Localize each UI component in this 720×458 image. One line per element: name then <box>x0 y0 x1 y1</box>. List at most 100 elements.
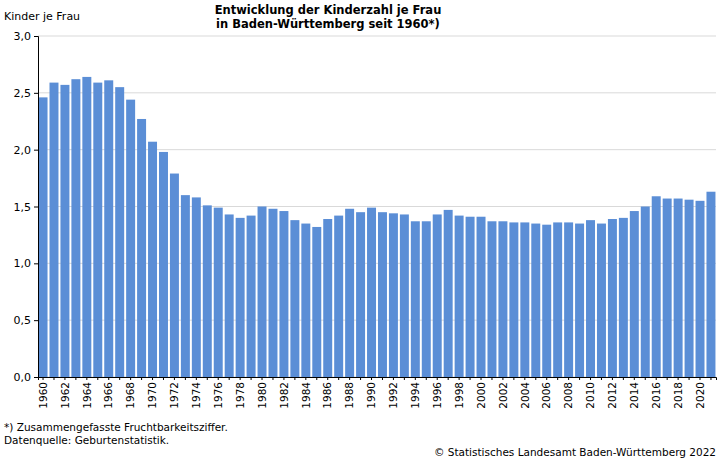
x-tick <box>294 377 295 380</box>
x-tick-label: 2002 <box>497 382 509 409</box>
bar <box>345 209 354 377</box>
x-tick-label: 2006 <box>540 382 552 409</box>
y-tick-label: 2,0 <box>14 144 32 157</box>
x-tick-label: 2008 <box>562 382 574 409</box>
x-tick <box>491 377 492 380</box>
y-tick: 1,5 <box>14 201 39 214</box>
x-tick-label: 1980 <box>256 382 268 409</box>
x-tick <box>623 377 624 380</box>
bars <box>39 77 716 377</box>
x-tick-mark <box>502 377 503 380</box>
x-tick-label: 2000 <box>475 382 487 409</box>
x-tick <box>207 377 208 380</box>
bar <box>696 201 705 377</box>
bar <box>279 211 288 377</box>
bar <box>411 221 420 377</box>
x-tick-label: 1998 <box>453 382 465 409</box>
bar <box>608 219 617 377</box>
x-tick-mark <box>185 377 186 380</box>
x-tick-mark <box>75 377 76 380</box>
bar <box>39 97 48 377</box>
x-tick-label: 1992 <box>387 382 399 409</box>
x-tick: 1998 <box>453 377 465 409</box>
bar <box>115 87 124 377</box>
x-tick-mark <box>557 377 558 380</box>
bar <box>323 219 332 377</box>
bar <box>236 218 245 377</box>
y-tick-mark <box>34 377 38 378</box>
x-tick-mark <box>163 377 164 380</box>
bar <box>575 224 584 377</box>
x-tick <box>710 377 711 380</box>
x-tick: 1968 <box>124 377 136 409</box>
x-tick-mark <box>404 377 405 380</box>
x-tick-mark <box>590 377 591 380</box>
y-tick: 2,5 <box>14 87 39 100</box>
x-tick-mark <box>710 377 711 380</box>
y-tick-mark <box>34 207 38 208</box>
bar <box>520 222 529 377</box>
x-tick-mark <box>240 377 241 380</box>
x-tick <box>601 377 602 380</box>
bar <box>159 152 168 377</box>
x-tick-mark <box>305 377 306 380</box>
bar <box>531 224 540 377</box>
bar <box>258 207 267 378</box>
y-tick-label: 3,0 <box>14 30 32 43</box>
x-tick: 2006 <box>540 377 552 409</box>
x-tick <box>667 377 668 380</box>
bar <box>378 212 387 377</box>
bar <box>389 213 398 377</box>
x-tick: 2020 <box>694 377 706 409</box>
grid-line <box>38 36 716 37</box>
x-tick: 1976 <box>212 377 224 409</box>
x-tick <box>163 377 164 380</box>
x-tick-mark <box>294 377 295 380</box>
bar <box>82 77 91 377</box>
x-tick <box>689 377 690 380</box>
x-tick-mark <box>448 377 449 380</box>
x-axis: 1960196219641966196819701972197419761978… <box>37 377 717 409</box>
x-tick-mark <box>623 377 624 380</box>
x-tick: 1982 <box>278 377 290 409</box>
x-tick-mark <box>601 377 602 380</box>
x-tick: 2018 <box>672 377 684 409</box>
x-tick-mark <box>43 377 44 380</box>
x-tick-mark <box>689 377 690 380</box>
x-tick-label: 2014 <box>628 382 640 409</box>
x-tick-mark <box>327 377 328 380</box>
x-tick <box>513 377 514 380</box>
x-tick-label: 1960 <box>37 382 49 409</box>
x-tick: 1980 <box>256 377 268 409</box>
x-tick-mark <box>415 377 416 380</box>
x-tick <box>316 377 317 380</box>
source: Datenquelle: Geburtenstatistik. <box>4 434 169 446</box>
x-tick-label: 1982 <box>278 382 290 409</box>
x-tick-label: 1996 <box>431 382 443 409</box>
x-tick-mark <box>393 377 394 380</box>
x-tick: 1970 <box>146 377 158 409</box>
x-tick: 2002 <box>497 377 509 409</box>
y-tick: 2,0 <box>14 144 39 157</box>
x-tick-label: 1964 <box>81 382 93 409</box>
x-tick-mark <box>141 377 142 380</box>
x-tick: 2004 <box>518 377 530 409</box>
x-tick-mark <box>700 377 701 380</box>
x-tick-mark <box>678 377 679 380</box>
x-tick-label: 1978 <box>234 382 246 409</box>
x-tick <box>645 377 646 380</box>
x-tick-label: 1968 <box>124 382 136 409</box>
footnote: *) Zusammengefasste Fruchtbarkeitsziffer… <box>4 421 228 433</box>
x-tick-mark <box>513 377 514 380</box>
x-tick-mark <box>349 377 350 380</box>
x-tick-mark <box>459 377 460 380</box>
x-tick: 1966 <box>102 377 114 409</box>
x-tick <box>229 377 230 380</box>
bar <box>312 227 321 377</box>
x-tick: 1996 <box>431 377 443 409</box>
bar <box>455 216 464 377</box>
x-tick-mark <box>251 377 252 380</box>
x-tick: 1962 <box>59 377 71 409</box>
x-tick-mark <box>97 377 98 380</box>
x-tick-label: 2012 <box>606 382 618 409</box>
